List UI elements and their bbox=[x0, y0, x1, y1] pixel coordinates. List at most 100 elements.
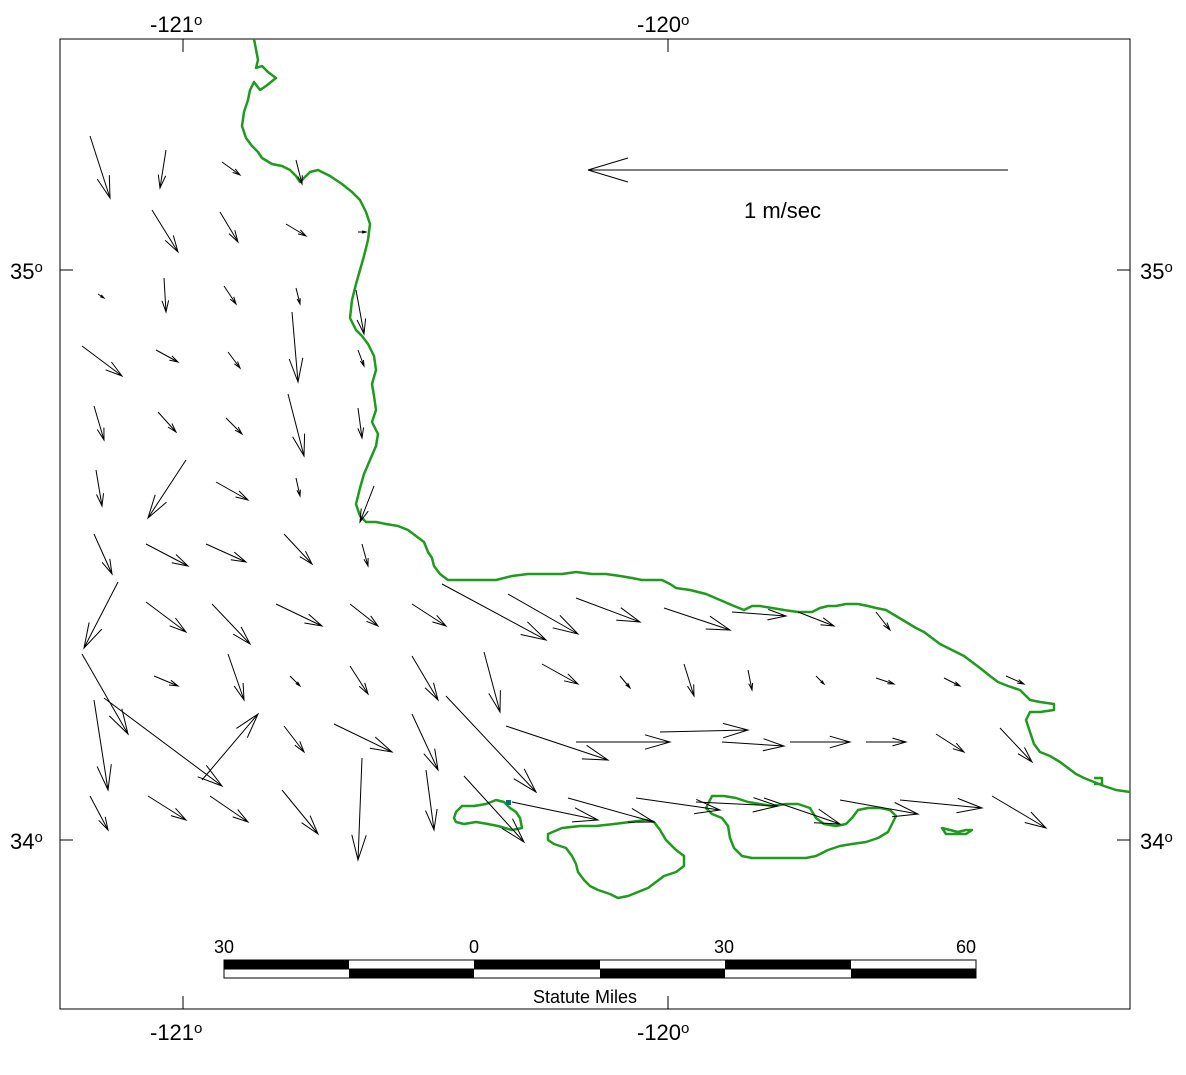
current-vector-74 bbox=[866, 737, 908, 747]
current-vector-78 bbox=[147, 795, 188, 821]
current-vector-77 bbox=[89, 795, 109, 832]
current-vector-25 bbox=[147, 459, 187, 520]
current-vector-15 bbox=[155, 349, 180, 363]
current-vector-50 bbox=[289, 675, 302, 688]
current-vector-67 bbox=[411, 713, 439, 772]
current-vector-62 bbox=[103, 697, 224, 788]
top-lon-label-1: -121o bbox=[150, 12, 202, 37]
current-vector-81 bbox=[351, 757, 367, 862]
current-vector-29 bbox=[93, 533, 113, 576]
current-vector-6 bbox=[219, 211, 239, 244]
current-vector-53 bbox=[483, 651, 501, 714]
right-lat-label-1: 35o bbox=[1140, 259, 1173, 284]
current-vector-57 bbox=[747, 669, 754, 692]
current-vector-3 bbox=[221, 161, 242, 177]
current-vector-39 bbox=[411, 603, 448, 627]
current-vector-32 bbox=[283, 533, 314, 566]
current-vector-83 bbox=[463, 775, 526, 844]
current-vector-85 bbox=[567, 797, 656, 823]
left-lat-label-1: 35o bbox=[10, 259, 43, 284]
reference-vector-head-upper bbox=[587, 157, 629, 171]
right-lat-label-2: 34o bbox=[1140, 829, 1173, 854]
current-vector-59 bbox=[875, 677, 896, 685]
island-anacapa bbox=[940, 826, 974, 836]
current-vector-56 bbox=[683, 663, 695, 698]
current-vector-72 bbox=[721, 738, 786, 752]
current-vector-54 bbox=[541, 663, 580, 685]
current-vector-4 bbox=[295, 159, 303, 186]
current-vector-30 bbox=[145, 543, 190, 567]
current-vector-71 bbox=[659, 722, 750, 739]
current-vector-41 bbox=[507, 593, 580, 635]
current-vector-66 bbox=[333, 723, 394, 753]
current-vector-86 bbox=[635, 797, 722, 815]
scale-label-60: 60 bbox=[956, 937, 976, 957]
current-vector-34 bbox=[83, 581, 119, 650]
current-vector-51 bbox=[349, 665, 369, 696]
reference-vector bbox=[587, 157, 1008, 183]
current-vector-14 bbox=[81, 345, 124, 378]
current-vector-35 bbox=[145, 601, 188, 634]
current-vector-40 bbox=[441, 583, 548, 641]
current-vector-80 bbox=[281, 789, 320, 836]
island-santa-rosa bbox=[546, 818, 686, 900]
current-vector-22 bbox=[287, 393, 306, 458]
current-vector-5 bbox=[151, 209, 179, 254]
current-vector-37 bbox=[275, 603, 324, 627]
current-vector-2 bbox=[157, 149, 167, 190]
current-vector-43 bbox=[663, 607, 732, 631]
current-vector-12 bbox=[295, 287, 301, 306]
current-vector-75 bbox=[935, 733, 966, 753]
current-vector-69 bbox=[505, 725, 610, 761]
current-vector-21 bbox=[225, 417, 244, 436]
current-vector-61 bbox=[1005, 675, 1026, 685]
current-vector-68 bbox=[445, 695, 538, 794]
current-vector-38 bbox=[349, 603, 380, 628]
current-vector-70 bbox=[576, 734, 672, 750]
bottom-lon-label-2: -120o bbox=[637, 1020, 689, 1045]
current-vector-44 bbox=[731, 608, 788, 621]
current-vector-28 bbox=[359, 485, 375, 524]
scale-label-0: 0 bbox=[469, 937, 479, 957]
current-vector-36 bbox=[211, 603, 252, 646]
current-vector-49 bbox=[227, 653, 245, 702]
current-vector-73 bbox=[790, 735, 852, 749]
map-frame bbox=[59, 38, 1131, 1010]
coastline bbox=[240, 38, 1131, 900]
current-vector-90 bbox=[899, 797, 984, 814]
current-vector-45 bbox=[797, 611, 836, 627]
current-vector-10 bbox=[161, 277, 170, 314]
current-vector-33 bbox=[361, 543, 369, 568]
current-vector-65 bbox=[283, 725, 306, 754]
current-vector-82 bbox=[425, 769, 438, 832]
island-marker bbox=[506, 800, 511, 805]
scale-units: Statute Miles bbox=[533, 987, 637, 1007]
current-vector-19 bbox=[93, 405, 105, 442]
current-vectors bbox=[81, 135, 1048, 862]
island-san-miguel bbox=[452, 798, 524, 832]
current-vector-58 bbox=[815, 675, 826, 686]
current-vector-64 bbox=[201, 712, 260, 781]
current-vector-31 bbox=[205, 543, 248, 563]
current-vector-24 bbox=[95, 469, 104, 508]
current-vector-7 bbox=[285, 223, 308, 237]
current-vector-63 bbox=[93, 699, 112, 792]
current-vector-87 bbox=[695, 797, 780, 813]
current-vector-23 bbox=[357, 407, 365, 440]
current-vector-20 bbox=[157, 411, 178, 434]
axis-ticks bbox=[60, 39, 1130, 1009]
current-vector-55 bbox=[619, 675, 632, 690]
current-vector-79 bbox=[209, 795, 250, 824]
current-vector-42 bbox=[575, 597, 642, 623]
current-vector-11 bbox=[223, 285, 238, 306]
current-vector-88 bbox=[763, 797, 842, 825]
current-vector-18 bbox=[357, 349, 365, 368]
scale-bar bbox=[223, 959, 977, 979]
current-vector-84 bbox=[511, 801, 600, 823]
current-vector-26 bbox=[215, 481, 250, 501]
current-vector-48 bbox=[153, 675, 180, 687]
current-vector-1 bbox=[89, 135, 111, 200]
current-vector-91 bbox=[991, 795, 1048, 829]
current-vector-8 bbox=[358, 230, 368, 234]
